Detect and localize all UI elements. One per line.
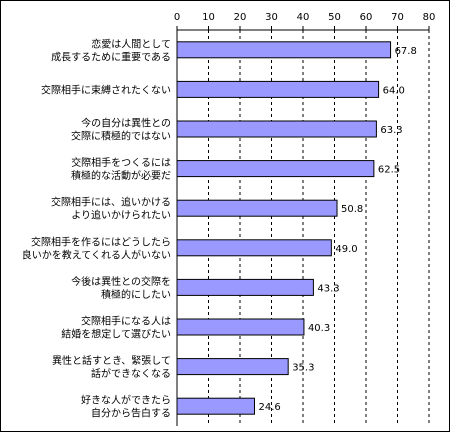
x-tick-label: 10 [202, 12, 215, 23]
bar [176, 239, 332, 257]
category-label: 今後は異性との交際を [71, 275, 171, 288]
category-label: 異性と話すとき、緊張して [52, 354, 171, 367]
category-label: 積極的な活動が必要だ [71, 169, 171, 182]
x-tick-label: 20 [234, 12, 247, 23]
bar [176, 358, 289, 376]
x-tick-label: 30 [265, 12, 278, 23]
category-label: 交際相手をつくるには [71, 156, 171, 169]
category-label: 交際相手には、追いかける [51, 196, 171, 209]
bar [176, 199, 338, 217]
value-label: 50.8 [341, 204, 363, 215]
category-label: より追いかけられたい [71, 209, 171, 222]
x-tick-label: 70 [391, 12, 404, 23]
value-label: 63.3 [380, 125, 402, 136]
bar [176, 80, 380, 98]
x-tick-label: 50 [328, 12, 341, 23]
x-tick-label: 60 [360, 12, 373, 23]
value-label: 62.5 [378, 165, 400, 176]
bar [176, 41, 392, 59]
category-label: 自分から告白する [91, 407, 171, 420]
bar [176, 160, 375, 178]
value-label: 40.3 [308, 323, 330, 334]
category-label: 積極的にしたい [101, 288, 171, 301]
category-label: 結婚を想定して選びたい [61, 328, 171, 341]
category-label: 今の自分は異性との [81, 117, 171, 130]
x-tick-label: 0 [174, 12, 180, 23]
category-label: 交際に積極的ではない [71, 130, 171, 143]
x-tick-label: 80 [423, 12, 436, 23]
category-label: 恋愛は人間として [91, 37, 171, 50]
value-label: 35.3 [292, 363, 314, 374]
category-label: 話ができなくなる [91, 367, 171, 380]
category-label: 成長するために重要である [51, 50, 171, 63]
value-label: 24.6 [258, 402, 280, 413]
category-label: 交際相手に束縛されたくない [41, 83, 171, 96]
bar [176, 278, 314, 296]
value-label: 64.0 [383, 85, 405, 96]
bar [176, 397, 255, 415]
x-tick-label: 40 [297, 12, 310, 23]
category-label: 交際相手を作るにはどうしたら [31, 235, 171, 248]
category-label: 交際相手になる人は [81, 315, 171, 328]
value-label: 67.8 [395, 46, 417, 57]
category-label: 好きな人ができたら [81, 394, 171, 407]
bar [176, 120, 377, 138]
value-label: 49.0 [335, 244, 357, 255]
bar [176, 318, 305, 336]
category-label: 良いかを教えてくれる人がいない [22, 248, 171, 261]
value-label: 43.3 [317, 283, 339, 294]
